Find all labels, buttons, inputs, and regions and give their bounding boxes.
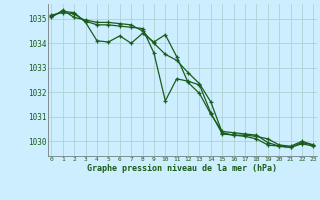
X-axis label: Graphe pression niveau de la mer (hPa): Graphe pression niveau de la mer (hPa) xyxy=(87,164,277,173)
